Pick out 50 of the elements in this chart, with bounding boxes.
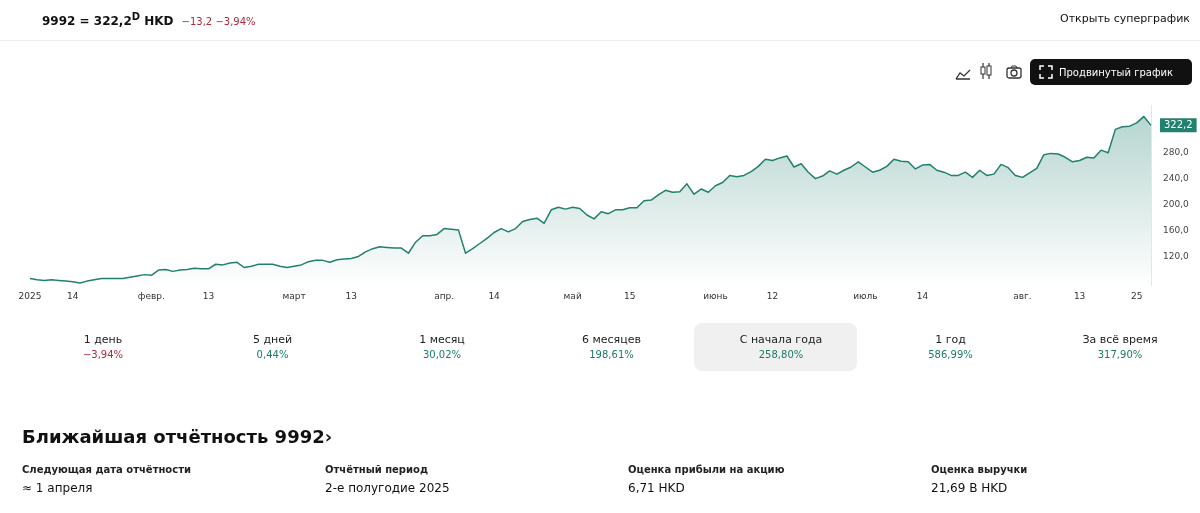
text: 0,44%: [255, 349, 290, 360]
x-tick-label: март: [282, 290, 306, 301]
x-tick-label: июль: [853, 290, 878, 301]
text: Отчётный период: [325, 464, 429, 475]
text: ≈ 1 апреля: [22, 481, 94, 495]
x-tick-label: 15: [624, 290, 636, 301]
text: Продвинутый график: [1059, 66, 1173, 78]
text: Оценка выручки: [931, 464, 1028, 475]
x-tick-label: июнь: [703, 290, 728, 301]
text: 30,02%: [421, 349, 463, 360]
x-tick-label: февр.: [137, 290, 165, 301]
chart-title: 9992 = 322,2$^{D}$ HKD: [42, 11, 174, 28]
x-tick-label: апр.: [434, 290, 455, 301]
x-tick-label: май: [563, 290, 582, 301]
x-tick-label: 13: [1073, 290, 1086, 301]
text: 586,99%: [927, 349, 974, 360]
text: Оценка прибыли на акцию: [628, 464, 785, 475]
text: 5 дней: [251, 333, 294, 346]
x-tick-label: 12: [766, 290, 779, 301]
x-tick-label: 14: [916, 290, 929, 301]
y-tick-label: 200,0: [1163, 198, 1190, 209]
y-tick-label: 280,0: [1163, 147, 1190, 158]
text: 258,80%: [757, 349, 805, 360]
chart-subtitle: −13,2 −3,94%: [181, 16, 256, 27]
x-tick-label: авг.: [1013, 290, 1032, 301]
text: 322,2: [1164, 118, 1193, 130]
text: За всё время: [1081, 333, 1159, 346]
text: Следующая дата отчётности: [22, 464, 191, 475]
x-tick-label: 25: [1130, 290, 1143, 301]
text: 21,69 B HKD: [931, 481, 1009, 495]
text: Открыть суперграфик: [1060, 12, 1190, 25]
text: 1 год: [934, 333, 967, 346]
text: −3,94%: [81, 349, 125, 360]
x-tick-label: 13: [345, 290, 358, 301]
text: С начала года: [738, 333, 824, 346]
text: 317,90%: [1096, 349, 1144, 360]
y-tick-label: 120,0: [1163, 250, 1190, 261]
text: 1 день: [82, 333, 124, 346]
text: 6,71 HKD: [628, 481, 686, 495]
text: 1 месяц: [418, 333, 466, 346]
y-tick-label: 160,0: [1163, 224, 1190, 235]
x-tick-label: 14: [488, 290, 501, 301]
x-tick-label: 13: [202, 290, 215, 301]
text: 198,61%: [588, 349, 635, 360]
y-tick-label: 240,0: [1163, 173, 1190, 184]
text: 2-е полугодие 2025: [325, 481, 450, 495]
x-tick-label: 14: [67, 290, 79, 301]
x-tick-label: 2025: [18, 290, 42, 301]
text: 6 месяцев: [581, 333, 642, 346]
text: Ближайшая отчётность 9992›: [22, 426, 333, 447]
